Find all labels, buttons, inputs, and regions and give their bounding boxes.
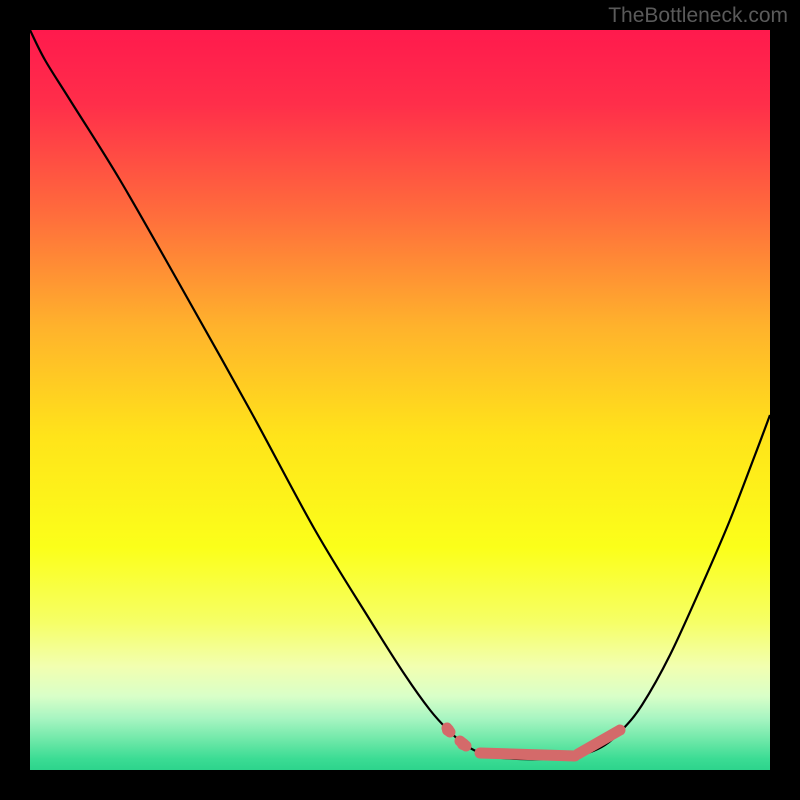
plot-area (30, 30, 770, 770)
highlight-overlay (442, 724, 620, 756)
watermark-text: TheBottleneck.com (608, 4, 788, 28)
bottleneck-curve (30, 30, 770, 759)
chart-container: TheBottleneck.com (0, 0, 800, 800)
curve-layer (30, 30, 770, 770)
